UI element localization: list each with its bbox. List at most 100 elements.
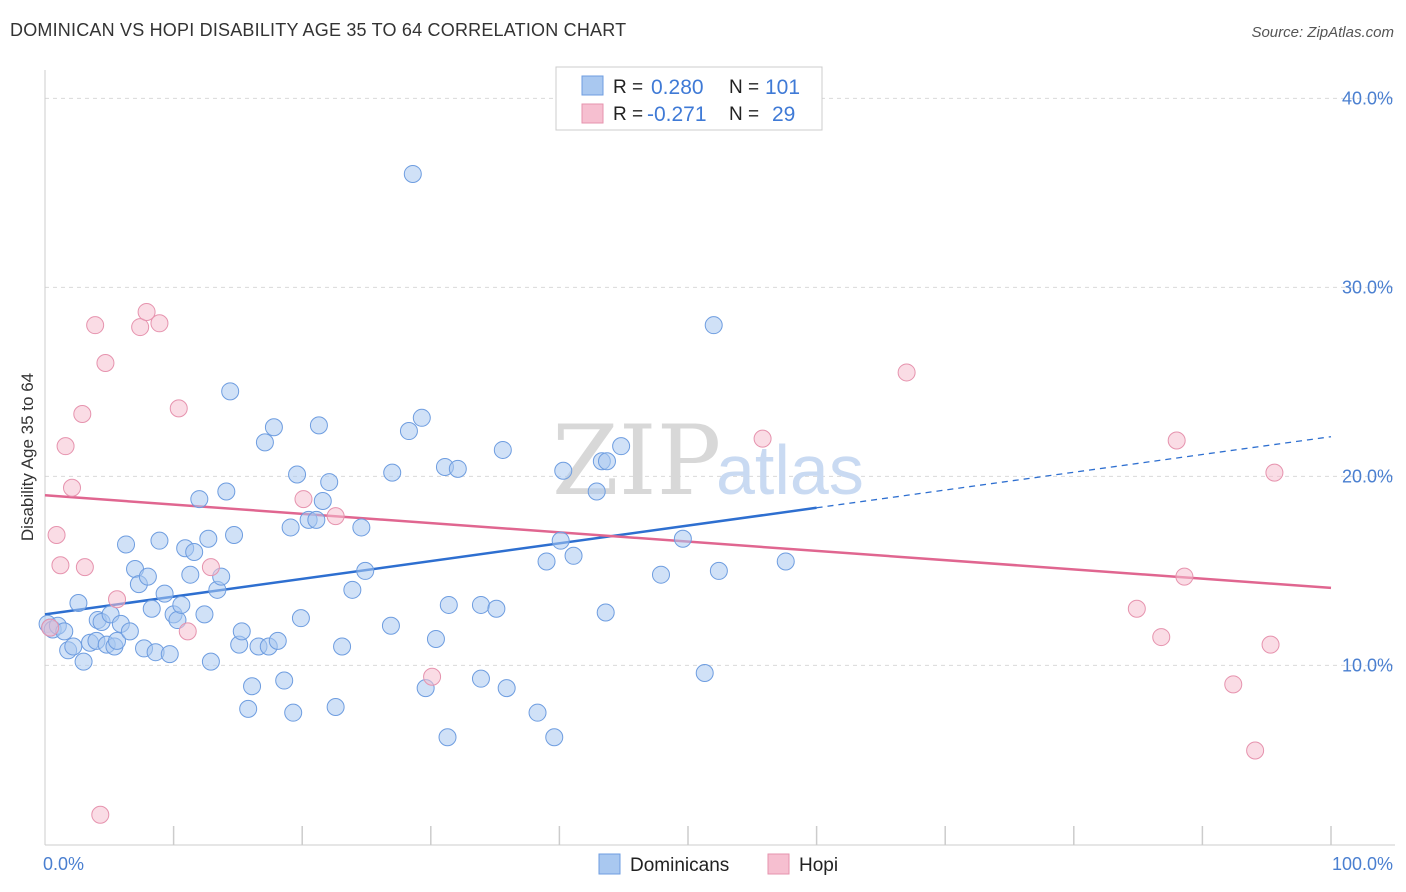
hopi-point-15: [178, 622, 197, 641]
x-tick-label-0: 0.0%: [43, 854, 84, 874]
dominicans-point-65: [343, 580, 362, 599]
legend-hopi-swatch: [767, 853, 790, 875]
stats-hopi-swatch: [581, 103, 604, 124]
hopi-point-22: [1127, 599, 1146, 618]
dominicans-point-76: [438, 728, 457, 747]
stats-box: R = 0.280 N = 101 R = -0.271 N = 29: [555, 66, 823, 131]
dominicans-point-60: [309, 416, 328, 435]
dominicans-point-95: [651, 565, 670, 584]
stats-hopi-r-label: R =: [613, 104, 643, 125]
dominicans-point-51: [264, 418, 283, 437]
dominicans-point-70: [399, 422, 418, 441]
dominicans-point-53: [275, 671, 294, 690]
dominicans-point-74: [426, 629, 445, 648]
dominicans-point-6: [64, 637, 83, 656]
stats-hopi-n-label: N =: [729, 104, 759, 125]
dominicans-point-31: [172, 595, 191, 614]
legend-dominicans-label: Dominicans: [630, 855, 729, 876]
dominicans-point-92: [596, 603, 615, 622]
hopi-point-20: [753, 429, 772, 448]
dominicans-point-57: [291, 609, 310, 628]
dominicans-point-52: [268, 631, 287, 650]
dominicans-point-66: [352, 518, 371, 537]
dominicans-point-82: [493, 440, 512, 459]
hopi-point-5: [73, 405, 92, 424]
dominicans-point-64: [333, 637, 352, 656]
hopi-point-21: [897, 363, 916, 382]
x-ticks: [172, 826, 1332, 845]
dominicans-point-49: [255, 433, 274, 452]
dominicans-point-67: [356, 561, 375, 580]
stats-dominicans-n-value: 101: [765, 76, 800, 99]
hopi-point-4: [63, 478, 82, 497]
dominicans-point-47: [243, 677, 262, 696]
dominicans-point-96: [673, 529, 692, 548]
dominicans-point-26: [150, 531, 169, 550]
hopi-point-1: [47, 526, 66, 544]
dominicans-point-41: [217, 482, 236, 501]
dominicans-point-45: [232, 622, 251, 641]
stats-dominicans-r-value: 0.280: [651, 76, 704, 99]
dominicans-point-69: [383, 463, 402, 482]
dominicans-point-62: [320, 473, 339, 492]
y-tick-label-20: 20.0%: [1342, 466, 1393, 486]
watermark-zip: ZIP: [552, 405, 721, 517]
dominicans-point-88: [554, 461, 573, 480]
dominicans-point-68: [381, 616, 400, 635]
watermark: ZIP atlas: [552, 405, 864, 517]
stats-hopi-r-value: -0.271: [647, 103, 707, 126]
hopi-point-10: [108, 590, 127, 609]
hopi-point-25: [1175, 567, 1194, 586]
hopi-point-17: [294, 490, 313, 509]
hopi-point-12: [137, 302, 156, 321]
dominicans-point-7: [69, 594, 88, 613]
y-tick-label-10: 10.0%: [1342, 655, 1393, 675]
hopi-point-3: [56, 437, 75, 456]
dominicans-point-78: [448, 459, 467, 478]
dominicans-trend-extension: [816, 436, 1332, 509]
hopi-point-27: [1246, 741, 1265, 760]
dominicans-point-72: [412, 408, 431, 427]
hopi-point-0: [41, 618, 60, 637]
dominicans-point-87: [551, 531, 570, 550]
legend-hopi-label: Hopi: [799, 855, 838, 876]
dominicans-point-86: [545, 728, 564, 747]
y-tick-labels: 10.0% 20.0% 30.0% 40.0%: [1342, 88, 1393, 675]
stats-dominicans-n-label: N =: [729, 77, 759, 98]
dominicans-point-63: [326, 698, 345, 717]
dominicans-trend-line: [44, 506, 817, 616]
hopi-point-6: [75, 558, 94, 577]
legend: Dominicans Hopi: [598, 853, 838, 876]
dominicans-point-99: [709, 561, 728, 580]
hopi-point-7: [86, 316, 105, 335]
dominicans-point-93: [597, 452, 616, 471]
hopi-point-2: [51, 556, 70, 575]
dominicans-point-16: [108, 631, 127, 650]
hopi-point-23: [1152, 628, 1171, 647]
hopi-point-26: [1224, 675, 1243, 694]
dominicans-point-90: [587, 482, 606, 501]
dominicans-point-19: [120, 622, 139, 641]
dominicans-point-77: [439, 595, 458, 614]
y-tick-label-40: 40.0%: [1342, 88, 1393, 108]
dominicans-point-71: [403, 164, 422, 183]
dominicans-point-79: [471, 669, 490, 688]
stats-dominicans-swatch: [581, 75, 604, 96]
x-tick-labels: 0.0% 100.0%: [43, 854, 1393, 874]
source-credit: Source: ZipAtlas.com: [1251, 24, 1394, 41]
dominicans-point-23: [138, 567, 157, 586]
dominicans-point-42: [221, 382, 240, 401]
hopi-point-13: [150, 314, 169, 333]
dominicans-point-100: [776, 552, 795, 571]
hopi-point-14: [169, 399, 188, 418]
y-tick-label-30: 30.0%: [1342, 277, 1393, 297]
dominicans-point-24: [142, 599, 161, 618]
dominicans-point-38: [201, 652, 220, 671]
dominicans-point-54: [281, 518, 300, 537]
dominicans-point-28: [160, 645, 179, 664]
dominicans-point-97: [695, 663, 714, 682]
dominicans-point-37: [199, 529, 218, 548]
hopi-point-16: [201, 558, 220, 577]
hopi-point-28: [1261, 635, 1280, 654]
